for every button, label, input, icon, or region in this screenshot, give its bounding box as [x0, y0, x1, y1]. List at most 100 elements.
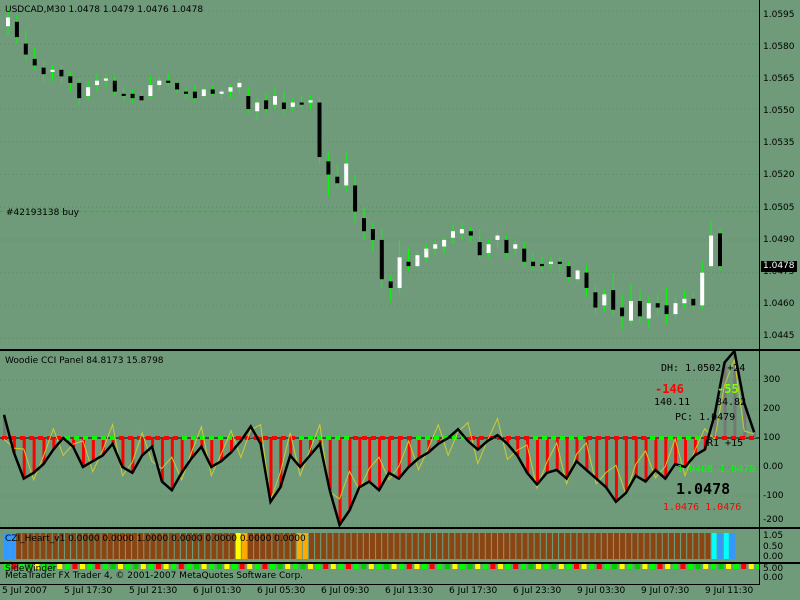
candle-body [593, 292, 598, 308]
sidewinder-cell [414, 564, 420, 569]
candle-body [611, 290, 616, 310]
czi-tick: 1.05 [763, 531, 784, 541]
candle-body [477, 242, 482, 256]
candle-body [148, 85, 153, 96]
candle-body [370, 229, 375, 240]
dh-label: DH: 1.0502 +24 [661, 363, 746, 374]
cci-zero-dot [389, 436, 394, 440]
cci-histogram-bar [723, 362, 727, 438]
price-tick: 1.0505 [763, 203, 795, 213]
time-tick: 6 Jul 05:30 [257, 586, 306, 596]
sidewinder-cell [437, 564, 443, 569]
czi-chart-svg [4, 533, 735, 559]
cci-tick: 200 [763, 404, 781, 414]
pane-divider[interactable] [0, 562, 800, 564]
cci-histogram-bar [338, 438, 342, 525]
sidewinder-cell [452, 564, 458, 569]
time-tick: 6 Jul 09:30 [321, 586, 370, 596]
cci-histogram-bar [605, 438, 609, 488]
candle-body [442, 239, 447, 247]
cci-zero-dot [650, 436, 655, 440]
cci-zero-dot [380, 436, 385, 440]
sidewinder-cell [118, 564, 123, 569]
czi-bar [717, 533, 723, 559]
sidewinder-pane[interactable]: SideWinder MetaTrader FX Trader 4, © 200… [0, 564, 760, 584]
cci-histogram-bar [32, 438, 36, 473]
candle-body [228, 87, 233, 92]
candle-body [397, 257, 402, 288]
sidewinder-cell [338, 564, 344, 569]
czi-bar [729, 533, 735, 559]
bid-ask: 1.0476 1.0476 [663, 502, 742, 513]
czi-bar [656, 533, 662, 559]
cci-tick: 300 [763, 375, 781, 385]
cci-zero-dot [542, 436, 547, 440]
cci-histogram-bar [585, 438, 589, 470]
cci-histogram-bar [368, 438, 372, 482]
czi-bar [339, 533, 345, 559]
czi-bar [723, 533, 729, 559]
cci-histogram-bar [180, 438, 184, 473]
czi-title: CZI_Heart_v1 0.0000 0.0000 1.0000 0.0000… [5, 534, 306, 544]
order-label[interactable]: #42193138 buy [6, 208, 79, 218]
cci-zero-dot [362, 436, 367, 440]
cci-zero-dot [551, 436, 556, 440]
sidewinder-cell [490, 564, 496, 569]
sidewinder-cell [361, 564, 367, 569]
cci-histogram-bar [516, 438, 520, 456]
czi-bar [601, 533, 607, 559]
sidewinder-cell [42, 564, 47, 569]
cci-zero-dot [641, 436, 646, 440]
cci-zero-dot [326, 436, 331, 440]
cci-histogram-bar [141, 438, 145, 456]
cci-zero-dot [227, 436, 232, 440]
candle-body [121, 93, 126, 96]
czi-bar [400, 533, 406, 559]
candle-body [531, 261, 536, 267]
sidewinder-cell [634, 564, 640, 569]
cci-zero-dot [137, 436, 142, 440]
candle-body [655, 303, 660, 308]
candle-body [424, 248, 429, 258]
czi-bar [248, 533, 253, 559]
cci-zero-dot [560, 436, 565, 440]
czi-bar [95, 533, 101, 559]
czi-pane[interactable]: CZI_Heart_v1 0.0000 0.0000 1.0000 0.0000… [0, 529, 760, 562]
candle-body [513, 244, 518, 249]
candle-body [459, 229, 464, 234]
czi-bar [376, 533, 382, 559]
czi-bar [327, 533, 333, 559]
pc-label: PC: 1.0479 [675, 412, 736, 423]
cci-zero-dot [29, 436, 34, 440]
pane-divider[interactable] [0, 349, 800, 351]
cci-histogram-bar [733, 351, 737, 438]
cci-histogram-bar [565, 438, 569, 479]
sidewinder-cell [186, 564, 192, 569]
czi-bar [174, 533, 180, 559]
candle-body [32, 58, 37, 66]
candle-body [353, 185, 358, 212]
sidewinder-cell [72, 564, 78, 569]
cci-histogram-bar [614, 438, 618, 502]
candle-body [255, 102, 260, 112]
sidewinder-cell [270, 564, 275, 569]
cci-zero-dot [569, 436, 574, 440]
cci-histogram-bar [328, 438, 332, 491]
sidewinder-cell [741, 564, 747, 569]
czi-bar [144, 533, 150, 559]
czi-bar [583, 533, 589, 559]
pane-divider[interactable] [0, 527, 800, 529]
czi-bar [278, 533, 284, 559]
czi-bar [638, 533, 644, 559]
sidewinder-cell [399, 564, 405, 569]
cci-zero-dot [65, 436, 70, 440]
candle-body [451, 231, 455, 238]
czi-bar [10, 533, 16, 559]
cci-zero-dot [443, 436, 448, 440]
cci-pane[interactable]: Woodie CCI Panel 84.8173 15.8798 DH: 1.0… [0, 351, 760, 527]
sidewinder-cell [596, 564, 602, 569]
czi-bar [565, 533, 571, 559]
price-chart-pane[interactable]: USDCAD,M30 1.0478 1.0479 1.0476 1.0478 #… [0, 0, 760, 349]
s-green-label: 1.0468 1.0478 [677, 464, 756, 475]
value-2: 84.82 [716, 397, 747, 408]
